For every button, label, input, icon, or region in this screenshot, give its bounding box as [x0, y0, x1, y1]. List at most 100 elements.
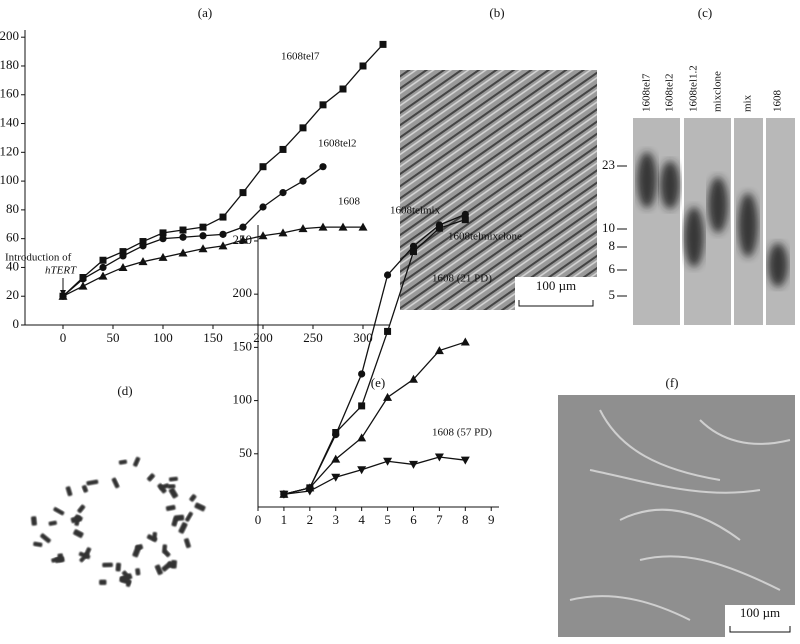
x-tick-label: 5 — [384, 512, 391, 527]
chromosome — [40, 533, 51, 544]
chromosome — [53, 507, 65, 516]
micrograph — [400, 70, 597, 310]
panel-label: (f) — [666, 375, 679, 390]
marker — [408, 460, 418, 469]
x-tick-label: 9 — [488, 512, 495, 527]
size-marker: 10 — [602, 220, 615, 235]
series-label: 1608telmix — [390, 205, 441, 217]
marker — [332, 429, 340, 437]
x-tick-label: 0 — [60, 330, 67, 345]
chromosome — [174, 514, 185, 522]
x-tick-label: 1 — [281, 512, 288, 527]
series-line — [283, 456, 466, 495]
marker — [331, 473, 341, 482]
chromosome — [178, 522, 188, 534]
marker — [199, 223, 207, 231]
annotation: hTERT — [45, 265, 77, 277]
y-tick-label: 100 — [233, 392, 253, 407]
marker — [178, 248, 188, 257]
series-label: 1608 (57 PD) — [432, 427, 492, 439]
marker — [299, 177, 307, 185]
chromosome — [189, 494, 197, 502]
chromosome — [152, 532, 158, 541]
marker — [434, 453, 444, 462]
lane-label: 1608tel2 — [664, 74, 676, 113]
chromosome — [78, 551, 91, 560]
chromosome — [168, 487, 179, 499]
chart-title: (e) — [371, 375, 385, 390]
scale-label: 100 µm — [740, 605, 780, 620]
scale-bar — [518, 300, 594, 307]
chromosome — [168, 476, 178, 482]
x-tick-label: 100 — [153, 330, 173, 345]
marker — [258, 231, 268, 240]
marker — [98, 271, 108, 280]
gel-strip — [633, 118, 680, 325]
chromosome — [73, 529, 84, 538]
marker — [279, 145, 287, 153]
marker — [118, 262, 128, 271]
chromosome — [194, 502, 206, 512]
marker — [305, 487, 315, 496]
y-tick-label: 180 — [0, 57, 19, 72]
marker — [319, 163, 327, 171]
marker — [379, 40, 387, 48]
chromosome — [167, 484, 176, 489]
series-label: 1608 (21 PD) — [432, 273, 492, 285]
series-label: 1608tel2 — [318, 138, 357, 150]
marker — [218, 241, 228, 250]
marker — [219, 213, 227, 221]
arrow-head — [60, 290, 66, 296]
series-line — [283, 219, 466, 495]
marker — [278, 228, 288, 237]
marker — [409, 242, 418, 250]
gel-band — [738, 193, 758, 257]
size-marker: 6 — [609, 261, 616, 276]
lane-label: 1608tel1.2 — [688, 65, 700, 112]
marker — [279, 490, 289, 499]
marker — [279, 189, 287, 197]
marker — [461, 216, 469, 224]
annotation: Introduction of — [5, 252, 72, 264]
marker — [409, 248, 417, 256]
series-line — [62, 226, 363, 297]
marker — [384, 327, 392, 335]
x-tick-label: 7 — [436, 512, 443, 527]
chromosome — [48, 520, 57, 526]
marker — [199, 232, 207, 240]
scale-label: 100 µm — [536, 278, 576, 293]
series-line — [283, 341, 466, 495]
scale-bar — [729, 626, 791, 633]
chromosome — [162, 544, 168, 554]
marker — [359, 62, 367, 70]
panel-label: (b) — [489, 5, 504, 20]
y-tick-label: 100 — [0, 172, 19, 187]
marker — [239, 189, 247, 197]
lane-label: mix — [742, 94, 754, 112]
marker — [238, 235, 248, 244]
panel-label: (d) — [117, 383, 132, 398]
cell-outlines — [569, 409, 791, 621]
marker — [99, 263, 107, 272]
marker — [119, 252, 127, 260]
size-marker: 8 — [609, 238, 616, 253]
y-tick-label: 250 — [233, 232, 253, 247]
gel-band — [708, 177, 728, 233]
marker — [357, 466, 367, 475]
marker — [79, 275, 87, 283]
chromosome — [33, 541, 43, 548]
marker — [179, 226, 187, 234]
chromosome — [102, 562, 113, 568]
x-tick-label: 150 — [203, 330, 223, 345]
marker — [319, 101, 327, 109]
chromosome — [77, 504, 86, 514]
marker — [383, 457, 393, 466]
marker — [461, 210, 469, 218]
x-tick-label: 3 — [332, 512, 339, 527]
y-tick-label: 140 — [0, 115, 19, 130]
gel: 1608tel7 1608tel2 1608tel1.2 mixclone mix 160… — [602, 65, 795, 325]
marker — [358, 370, 366, 378]
gel-band — [660, 161, 680, 209]
micrograph — [558, 395, 795, 637]
gel-strip — [766, 118, 795, 325]
